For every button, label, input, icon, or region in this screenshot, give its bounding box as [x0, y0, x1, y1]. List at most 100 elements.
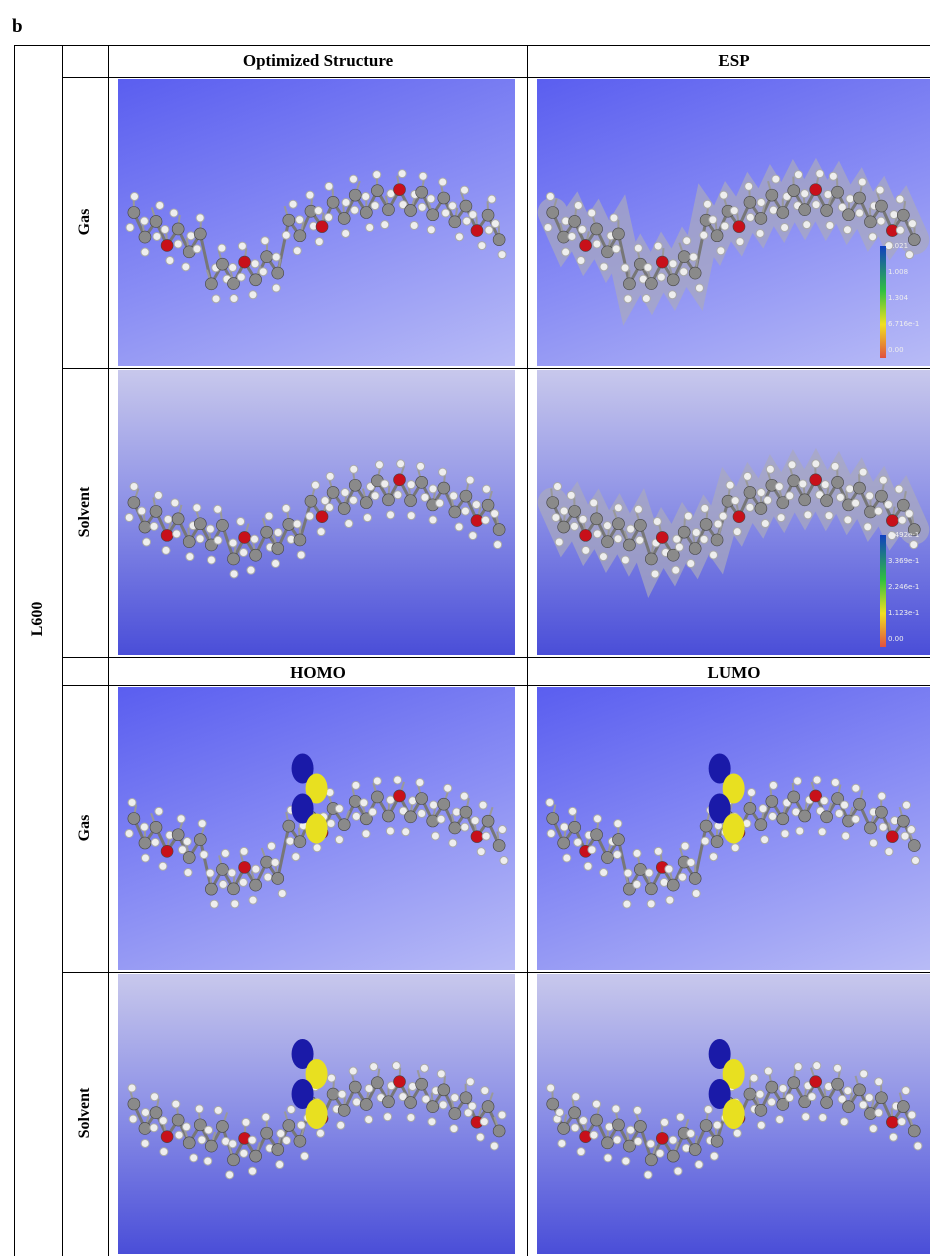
atom: [392, 1062, 400, 1070]
atom: [229, 264, 237, 272]
atom: [766, 795, 778, 807]
atom: [574, 201, 582, 209]
atom: [764, 1067, 772, 1075]
group-label: L600: [29, 589, 47, 649]
atom: [381, 221, 389, 229]
atom: [159, 1117, 167, 1125]
atom: [227, 883, 239, 895]
atom: [249, 896, 257, 904]
molecule-image: [537, 687, 930, 970]
atom: [721, 222, 729, 230]
atom: [644, 264, 652, 272]
atom: [621, 556, 629, 564]
atom: [634, 505, 642, 513]
atom: [439, 178, 447, 186]
atom: [570, 522, 578, 530]
molecule-render: [537, 687, 930, 970]
atom: [875, 1092, 887, 1104]
atom: [613, 851, 621, 859]
atom: [139, 1122, 151, 1134]
atom: [150, 1124, 158, 1132]
atom: [216, 258, 228, 270]
atom: [547, 830, 555, 838]
atom: [153, 232, 161, 240]
molecule-render: [537, 79, 930, 366]
atom: [593, 815, 601, 823]
atom: [161, 225, 169, 233]
atom: [556, 1108, 564, 1116]
atom: [325, 503, 333, 511]
atom: [656, 1149, 664, 1157]
atom: [283, 1120, 295, 1132]
atom: [810, 474, 822, 486]
atom: [351, 206, 359, 214]
atom: [326, 472, 334, 480]
atom: [624, 295, 632, 303]
atom: [761, 520, 769, 528]
atom: [610, 214, 618, 222]
atom: [613, 1136, 621, 1144]
atom: [844, 516, 852, 524]
atom: [875, 490, 887, 502]
atom: [337, 1121, 345, 1129]
atom: [493, 1125, 505, 1137]
atom: [360, 206, 372, 218]
atom: [860, 1070, 868, 1078]
atom: [316, 1129, 324, 1137]
atom: [673, 535, 681, 543]
atom: [614, 504, 622, 512]
atom: [438, 798, 450, 810]
atom: [690, 253, 698, 261]
atom: [365, 1084, 373, 1092]
atom: [261, 1127, 273, 1139]
atom: [439, 468, 447, 476]
atom: [230, 295, 238, 303]
molecule-render: [118, 687, 515, 970]
atom: [680, 268, 688, 276]
color-bar-label: 1.123e-1: [888, 609, 919, 617]
atom: [656, 531, 668, 543]
atom: [853, 482, 865, 494]
atom: [328, 1074, 336, 1082]
atom: [768, 1098, 776, 1106]
atom: [151, 1093, 159, 1101]
atom: [160, 1148, 168, 1156]
atom: [612, 1119, 624, 1131]
molecule-image: 2.0211.0081.3046.716e-10.00: [537, 79, 930, 366]
atom: [482, 516, 490, 524]
atom: [449, 202, 457, 210]
atom: [781, 830, 789, 838]
atom: [803, 221, 811, 229]
atom: [666, 896, 674, 904]
atom: [852, 499, 860, 507]
atom: [164, 515, 172, 523]
atom: [402, 828, 410, 836]
atom: [427, 815, 439, 827]
atom: [335, 805, 343, 813]
atom: [384, 1113, 392, 1121]
atom: [325, 213, 333, 221]
atom: [405, 204, 417, 216]
atom: [669, 1136, 677, 1144]
atom: [600, 263, 608, 271]
atom: [327, 1088, 339, 1100]
atom: [645, 1154, 657, 1166]
atom: [325, 182, 333, 190]
color-bar-label: 0.00: [888, 346, 904, 354]
atom: [360, 799, 368, 807]
atom: [294, 230, 306, 242]
atom: [221, 849, 229, 857]
atom: [593, 240, 601, 248]
atom: [369, 808, 377, 816]
atom: [477, 848, 485, 856]
atom: [207, 556, 215, 564]
atom: [676, 1113, 684, 1121]
atom: [130, 193, 138, 201]
atom: [494, 541, 502, 549]
atom: [796, 827, 804, 835]
atom: [238, 242, 246, 250]
atom: [600, 869, 608, 877]
atom: [764, 496, 772, 504]
orbital-lobe: [723, 1099, 745, 1129]
atom: [701, 504, 709, 512]
